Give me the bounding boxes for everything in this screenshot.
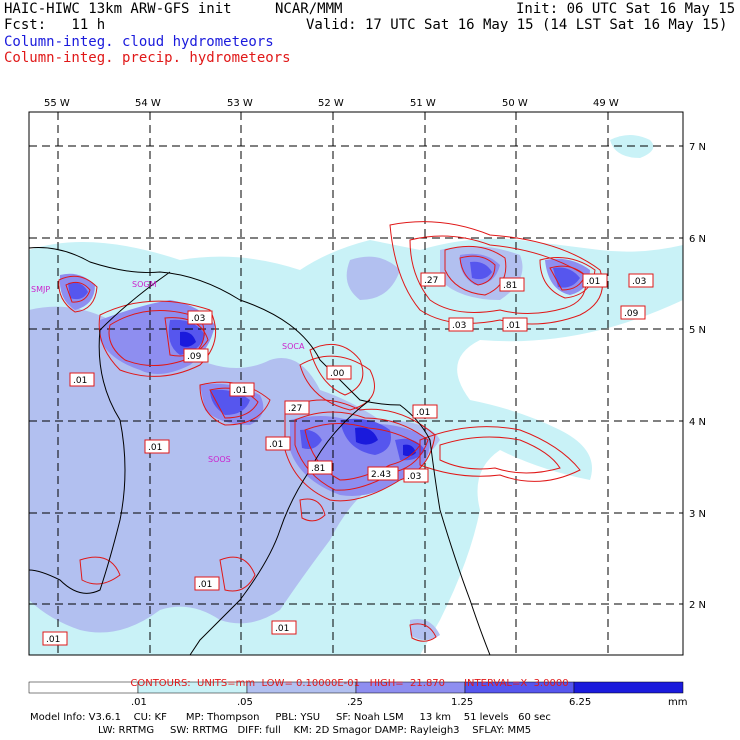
contour-value-box bbox=[187, 310, 213, 325]
contour-value: .03 bbox=[452, 321, 466, 331]
title-left: HAIC-HIWC 13km ARW-GFS init bbox=[4, 1, 232, 17]
lon-label: 52 W bbox=[318, 98, 344, 109]
contour-value-box bbox=[448, 317, 474, 332]
contour-value-box bbox=[403, 468, 429, 483]
contours-label: CONTOURS: bbox=[130, 678, 191, 689]
contour-value-box bbox=[412, 404, 438, 419]
station-label: SOCA bbox=[282, 342, 305, 351]
model-info-line2: LW: RRTMG SW: RRTMG DIFF: full KM: 2D Sm… bbox=[98, 725, 532, 736]
station-labels: SMJP SOCA SOOS SOGM bbox=[31, 280, 305, 464]
contour-value-box bbox=[502, 317, 528, 332]
contour-value: .81 bbox=[503, 281, 517, 291]
contour-value: .01 bbox=[73, 376, 87, 386]
colorbar bbox=[28, 681, 684, 694]
contour-value: .01 bbox=[46, 635, 60, 645]
contour-value-box bbox=[271, 620, 297, 635]
field-cloud-label: Column-integ. cloud hydrometeors bbox=[4, 34, 274, 50]
lat-lon-grid bbox=[29, 112, 683, 655]
lon-label: 51 W bbox=[410, 98, 436, 109]
contour-value: .03 bbox=[191, 314, 205, 324]
contour-value-box bbox=[42, 631, 68, 646]
contour-value: .01 bbox=[275, 624, 289, 634]
contour-value-box bbox=[420, 272, 446, 287]
contour-value-box bbox=[307, 460, 333, 475]
forecast-hour: Fcst: 11 h bbox=[4, 17, 106, 33]
contour-value-box bbox=[194, 576, 220, 591]
contour-value: .09 bbox=[624, 309, 639, 319]
colorbar-units: mm bbox=[668, 697, 687, 708]
contour-value-box bbox=[284, 400, 310, 415]
precip-contours bbox=[58, 221, 603, 642]
contour-value: .01 bbox=[269, 440, 283, 450]
contour-value: .03 bbox=[407, 472, 421, 482]
contour-value-box bbox=[367, 466, 399, 481]
colorbar-bin bbox=[573, 681, 684, 694]
contours-high: HIGH= 21.870 bbox=[369, 678, 446, 689]
contour-value: .01 bbox=[586, 277, 600, 287]
field-precip-label: Column-integ. precip. hydrometeors bbox=[4, 50, 291, 66]
station-label: SOGM bbox=[132, 280, 157, 289]
lon-label: 53 W bbox=[227, 98, 253, 109]
model-info-line1: Model Info: V3.6.1 CU: KF MP: Thompson P… bbox=[30, 712, 551, 723]
contour-value-box bbox=[326, 365, 352, 380]
lat-label: 5 N bbox=[689, 325, 706, 336]
contour-value-box bbox=[265, 436, 291, 451]
title-org: NCAR/MMM bbox=[275, 1, 343, 17]
colorbar-tick: .05 bbox=[237, 697, 253, 708]
contour-value: .01 bbox=[506, 321, 520, 331]
lon-label: 55 W bbox=[44, 98, 70, 109]
contour-value: .01 bbox=[148, 443, 162, 453]
map-frame bbox=[28, 111, 684, 656]
lat-label: 2 N bbox=[689, 600, 706, 611]
contour-value-box bbox=[620, 305, 646, 320]
lat-label: 3 N bbox=[689, 509, 706, 520]
contour-value: .09 bbox=[187, 352, 202, 362]
contour-value-box bbox=[183, 348, 209, 363]
contours-info: CONTOURS: UNITS=mm LOW= 0.10000E-01 HIGH… bbox=[124, 667, 569, 689]
contour-value: .27 bbox=[288, 404, 302, 414]
lat-label: 6 N bbox=[689, 234, 706, 245]
contour-value: .81 bbox=[311, 464, 325, 474]
station-label: SOOS bbox=[208, 455, 231, 464]
contour-value-box bbox=[499, 277, 525, 292]
contour-value: .00 bbox=[330, 369, 345, 379]
contour-value: 2.43 bbox=[371, 470, 391, 480]
lon-label: 54 W bbox=[135, 98, 161, 109]
colorbar-tick: 6.25 bbox=[569, 697, 591, 708]
valid-time: Valid: 17 UTC Sat 16 May 15 (14 LST Sat … bbox=[306, 17, 728, 33]
init-time: Init: 06 UTC Sat 16 May 15 bbox=[516, 1, 736, 17]
colorbar-tick: .01 bbox=[131, 697, 147, 708]
colorbar-tick: 1.25 bbox=[451, 697, 473, 708]
contour-value: .01 bbox=[416, 408, 430, 418]
station-label: SMJP bbox=[31, 285, 50, 294]
contour-value-box bbox=[582, 273, 608, 288]
contour-value: .01 bbox=[198, 580, 212, 590]
lat-label: 4 N bbox=[689, 417, 706, 428]
contour-value-box bbox=[69, 372, 95, 387]
contour-value: .03 bbox=[632, 277, 646, 287]
contour-value: .01 bbox=[233, 386, 247, 396]
colorbar-bin bbox=[28, 681, 139, 694]
contours-interval: INTERVAL=X 3.0000 bbox=[464, 678, 569, 689]
contour-value-labels: .03 .09 .01 .01 .01 .27 .01 .81 .00 .01 2.43 .03 .27… bbox=[42, 272, 654, 646]
lon-labels: 55 W 54 W 53 W 52 W 51 W 50 W 49 W bbox=[44, 98, 619, 109]
lon-label: 50 W bbox=[502, 98, 528, 109]
contours-units: UNITS=mm bbox=[197, 678, 256, 689]
contour-value-box bbox=[628, 273, 654, 288]
contours-low: LOW= 0.10000E-01 bbox=[261, 678, 361, 689]
contour-value-box bbox=[229, 382, 255, 397]
contour-value-box bbox=[144, 439, 170, 454]
lon-label: 49 W bbox=[593, 98, 619, 109]
colorbar-ticks: .01 .05 .25 1.25 6.25 mm bbox=[131, 697, 687, 708]
shaded-field bbox=[29, 135, 683, 655]
lat-label: 7 N bbox=[689, 142, 706, 153]
lat-labels: 7 N 6 N 5 N 4 N 3 N 2 N bbox=[689, 142, 706, 611]
contour-value: .27 bbox=[424, 276, 438, 286]
colorbar-tick: .25 bbox=[347, 697, 363, 708]
